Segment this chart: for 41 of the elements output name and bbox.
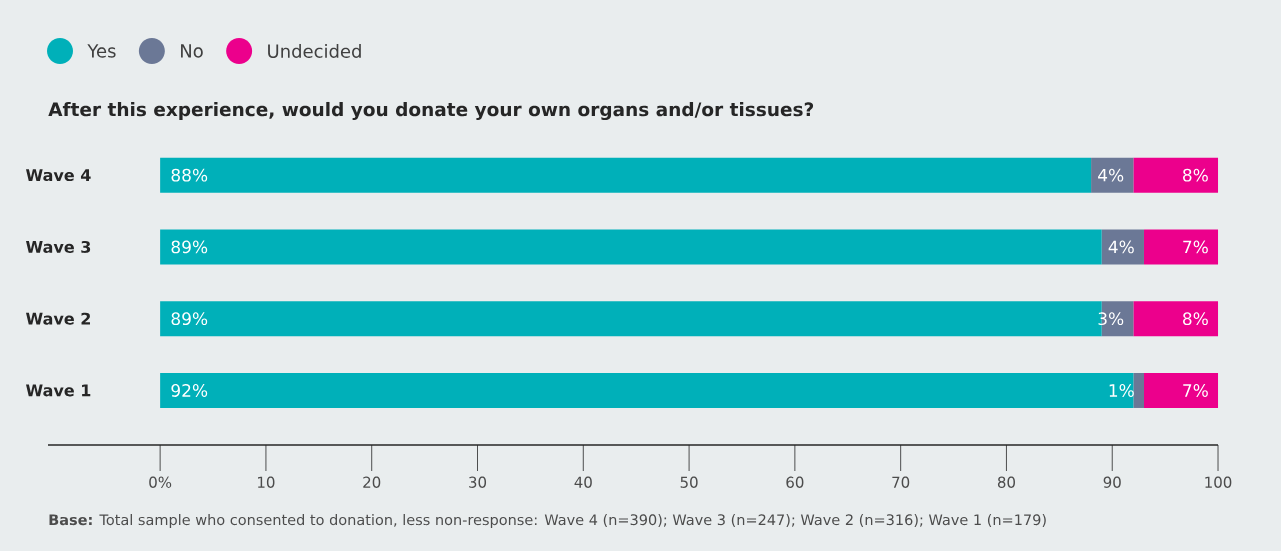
y-tick-label: Wave 1 [26,384,91,397]
bar [1143,372,1219,408]
x-tick-label: 0% [149,476,172,488]
x-tick-label: 90 [1103,476,1121,488]
legend-label: Yes [87,44,116,58]
x-tick-label: 60 [786,476,804,488]
bar [160,372,1134,408]
x-tick-label: 50 [680,476,698,488]
legend-label: Undecided [268,44,361,58]
data-label: 7% [1183,384,1208,397]
x-tick-label: 100 [1205,476,1232,488]
data-label: 7% [1183,240,1208,254]
bar [160,157,1092,193]
x-tick-label: 70 [892,476,910,488]
data-label: 88% [171,168,208,182]
y-tick-label: Wave 3 [26,240,91,253]
bar [160,229,1102,265]
bar [1091,157,1134,193]
data-label: 89% [171,240,208,254]
y-tick-label: Wave 4 [26,169,91,182]
x-tick-label: 30 [469,476,487,488]
chart-title: After this experience, would you donate your own organs and/or tissues? [48,101,814,121]
x-tick-label: 80 [997,476,1015,488]
data-label: 8% [1183,312,1208,326]
data-label: 4% [1098,168,1124,182]
data-label: 4% [1108,240,1134,254]
x-tick-label: 20 [363,476,381,488]
bar [1133,157,1219,193]
data-label: 89% [171,312,208,326]
x-tick-label: 40 [574,476,592,488]
x-tick-label: 10 [258,476,275,488]
data-label: 1% [1109,384,1134,397]
bar [1101,229,1144,265]
text: Base: Total sample who consented to donation, less non-response: Wave 4 (n=390); Wave 3 (n=247); Wave 2 (n=316); Wave 1 (n=179) [49,513,1046,529]
y-tick-label: Wave 2 [26,312,90,325]
data-label: 8% [1183,168,1208,182]
bar [1143,229,1219,265]
bar [1133,372,1144,408]
bar [1133,301,1219,337]
data-label: 92% [171,384,208,397]
legend-label: No [181,44,203,58]
